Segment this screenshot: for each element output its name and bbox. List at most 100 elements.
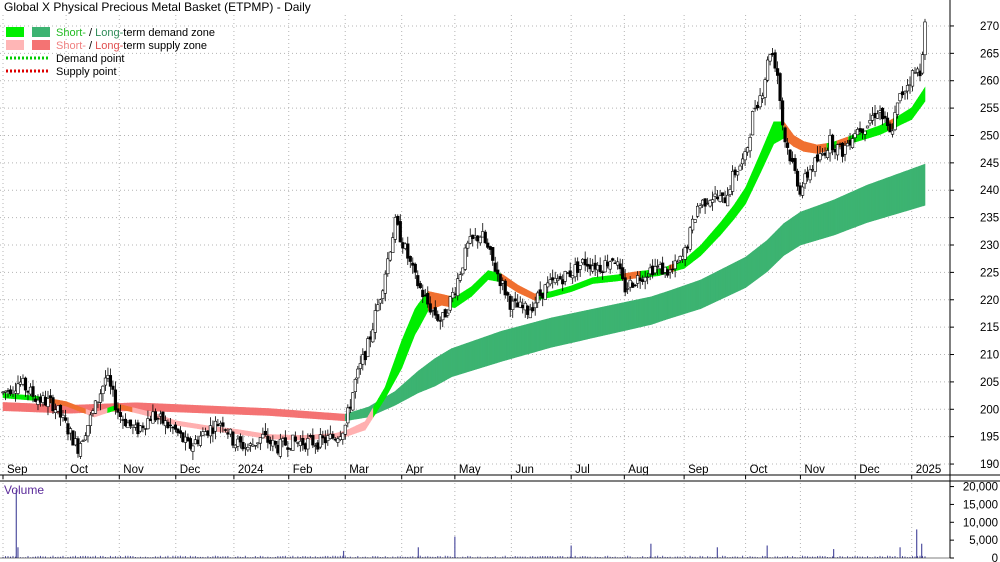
candle-body: [448, 296, 452, 311]
x-tick-label: 2025: [916, 464, 942, 476]
candle-body: [263, 430, 267, 436]
x-tick-label: Nov: [804, 464, 825, 476]
candle-body: [863, 130, 867, 135]
candle-body: [156, 418, 160, 420]
candle-body: [703, 198, 707, 207]
candle-body: [728, 189, 732, 195]
y-tick-label: 210: [980, 350, 999, 362]
x-tick-label: Oct: [70, 464, 89, 476]
candle-body: [416, 275, 420, 287]
candle-body: [188, 438, 192, 449]
candle-body: [506, 292, 510, 296]
candle-body: [23, 377, 28, 391]
candle-body: [393, 217, 397, 240]
candle-body: [311, 435, 315, 446]
candle-body: [466, 242, 470, 249]
candle-body: [548, 279, 552, 285]
candle-body: [698, 205, 702, 209]
candle-body: [691, 218, 695, 231]
candle-body: [538, 289, 542, 296]
candle-body: [765, 59, 770, 81]
candle-body: [903, 91, 907, 94]
candle-body: [601, 271, 605, 274]
candle-body: [356, 368, 360, 379]
candle-body: [428, 303, 432, 313]
candle-body: [358, 363, 362, 369]
volume-bars: [2, 490, 926, 558]
candle-body: [556, 278, 560, 281]
x-tick-label: Nov: [123, 464, 144, 476]
candle-body: [493, 262, 497, 272]
legend-label: Short- / Long-term supply zone: [56, 40, 207, 52]
candle-body: [301, 437, 305, 446]
candle-body: [518, 301, 522, 308]
candle-body: [671, 268, 675, 271]
candle-body: [433, 307, 437, 316]
candle-body: [386, 258, 390, 275]
candle-body: [223, 429, 227, 431]
candle-body: [753, 107, 757, 110]
candle-body: [513, 298, 517, 302]
candle-body: [391, 237, 395, 253]
legend-swatch-long: [32, 27, 50, 37]
y-tick-label: 230: [980, 240, 999, 252]
x-tick-label: Sep: [7, 464, 27, 476]
candle-body: [463, 247, 467, 270]
y-tick-label: 235: [980, 213, 999, 225]
candle-body: [253, 445, 257, 447]
candle-body: [266, 435, 270, 443]
candle-body: [173, 424, 178, 430]
y-tick-label: 250: [980, 130, 999, 142]
volume-tick-label: 0: [992, 553, 998, 562]
candle-body: [511, 300, 515, 310]
candle-body: [458, 274, 462, 281]
candle-body: [775, 68, 780, 76]
grid-lines: [0, 15, 950, 558]
candle-body: [238, 436, 242, 443]
x-tick-label: Dec: [180, 464, 201, 476]
candle-body: [676, 261, 680, 264]
candle-body: [3, 390, 8, 393]
candle-body: [46, 398, 50, 407]
candle-body: [616, 261, 620, 266]
candle-body: [418, 283, 422, 289]
candle-body: [436, 314, 440, 321]
candle-body: [711, 199, 715, 203]
y-tick-label: 220: [980, 295, 999, 307]
candle-body: [883, 115, 887, 119]
candle-body: [283, 437, 287, 446]
y-tick-label: 195: [980, 432, 999, 444]
candle-body: [611, 258, 615, 261]
candle-body: [743, 151, 747, 161]
y-tick-label: 240: [980, 185, 999, 197]
candle-body: [88, 414, 93, 426]
candle-body: [563, 271, 567, 282]
x-tick-label: May: [459, 464, 481, 476]
x-tick-label: Sep: [688, 464, 708, 476]
candle-body: [731, 171, 735, 192]
candle-body: [900, 91, 905, 96]
candle-body: [533, 302, 537, 309]
candle-body: [213, 420, 217, 432]
candle-body: [61, 414, 65, 418]
candle-body: [503, 280, 507, 296]
candle-body: [331, 434, 335, 439]
candle-body: [788, 149, 792, 162]
candle-body: [528, 309, 532, 319]
candle-body: [421, 289, 425, 298]
y-tick-label: 245: [980, 158, 999, 170]
candle-body: [373, 310, 377, 333]
candle-body: [860, 128, 865, 134]
candle-body: [138, 425, 143, 432]
candle-body: [228, 428, 232, 435]
candle-body: [633, 284, 637, 287]
candle-body: [583, 258, 587, 266]
candle-body: [118, 412, 123, 417]
candle-body: [486, 242, 490, 248]
candle-body: [898, 93, 902, 102]
candle-body: [893, 112, 897, 131]
candle-body: [116, 408, 120, 413]
candle-body: [86, 425, 90, 437]
candle-body: [780, 100, 785, 126]
candle-body: [273, 441, 277, 445]
